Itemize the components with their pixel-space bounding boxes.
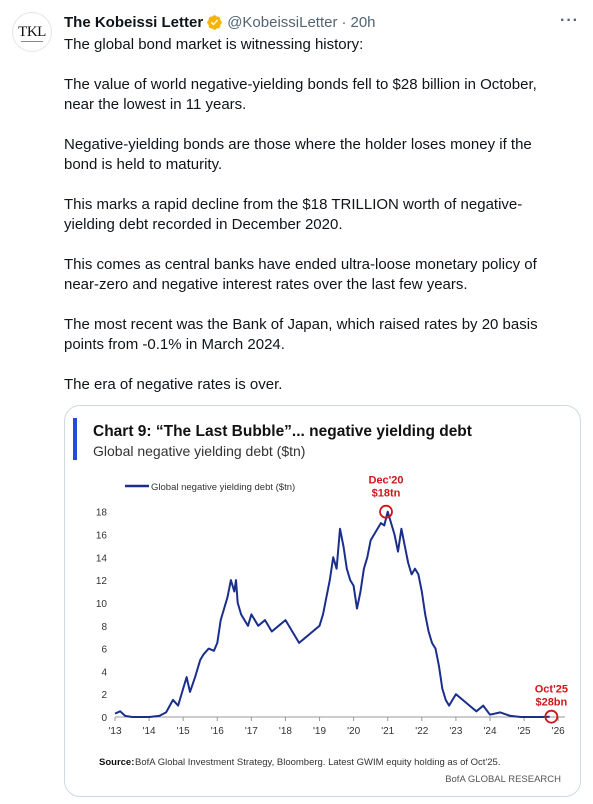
x-tick-label: '20 [347,726,360,737]
y-tick-label: 14 [96,553,108,564]
y-tick-label: 16 [96,531,108,542]
tweet-paragraph: The value of world negative-yielding bon… [64,76,537,113]
annotation-peak-label: Dec'20 [369,475,404,487]
tweet-paragraph: The era of negative rates is over. [64,376,283,393]
verified-badge-icon [207,14,222,30]
series-line-negative-yielding-debt [114,510,550,718]
x-tick-label: '15 [177,726,190,737]
header-separator: · [341,13,347,31]
y-tick-label: 8 [101,622,107,633]
source-label: Source: [99,757,134,768]
y-tick-label: 2 [101,690,107,701]
x-tick-label: '25 [518,726,531,737]
avatar-underline [21,41,43,42]
author-avatar[interactable]: TKL [12,12,52,52]
avatar-logo-text: TKL [18,23,46,40]
y-tick-label: 4 [101,667,107,678]
y-tick-label: 18 [96,508,108,519]
tweet-text: The global bond market is witnessing his… [64,35,564,415]
tweet-paragraph: Negative-yielding bonds are those where … [64,136,532,173]
tweet-paragraph: The most recent was the Bank of Japan, w… [64,316,538,353]
x-tick-label: '13 [108,726,121,737]
x-tick-label: '18 [279,726,292,737]
chart-subtitle: Global negative yielding debt ($tn) [93,443,305,459]
author-name[interactable]: The Kobeissi Letter [64,13,204,31]
x-tick-label: '23 [449,726,462,737]
source-text: BofA Global Investment Strategy, Bloombe… [135,757,500,768]
chart-svg: Chart 9: “The Last Bubble”... negative y… [73,418,568,785]
x-tick-label: '16 [211,726,224,737]
chart-title: Chart 9: “The Last Bubble”... negative y… [93,423,472,440]
y-tick-label: 10 [96,599,108,610]
author-handle[interactable]: @KobeissiLetter [227,13,338,31]
chart-footer: BofA GLOBAL RESEARCH [445,774,561,785]
annotation-peak-value: $18tn [372,488,401,500]
tweet-paragraph: This comes as central banks have ended u… [64,256,537,293]
tweet-paragraph: The global bond market is witnessing his… [64,36,364,53]
annotation-latest-label: Oct'25 [535,684,568,696]
x-tick-label: '22 [415,726,428,737]
x-tick-label: '14 [143,726,156,737]
tweet-paragraph: This marks a rapid decline from the $18 … [64,196,523,233]
tweet-header: The Kobeissi Letter @KobeissiLetter · 20… [64,12,581,32]
x-tick-label: '21 [381,726,394,737]
x-tick-label: '24 [483,726,496,737]
title-accent-bar [73,418,77,460]
more-horizontal-icon[interactable]: ··· [560,12,579,29]
legend-label: Global negative yielding debt ($tn) [151,482,295,493]
y-tick-label: 12 [96,576,108,587]
annotation-latest-value: $28bn [535,697,567,709]
annotation-latest-circle [544,709,559,724]
tweet-media-chart[interactable]: Chart 9: “The Last Bubble”... negative y… [64,405,581,797]
x-tick-label: '26 [552,726,565,737]
x-tick-label: '19 [313,726,326,737]
x-tick-label: '17 [245,726,258,737]
tweet-timestamp[interactable]: 20h [350,13,376,31]
y-tick-label: 0 [101,713,107,724]
y-tick-label: 6 [101,645,107,656]
annotation-peak-circle [379,504,393,519]
